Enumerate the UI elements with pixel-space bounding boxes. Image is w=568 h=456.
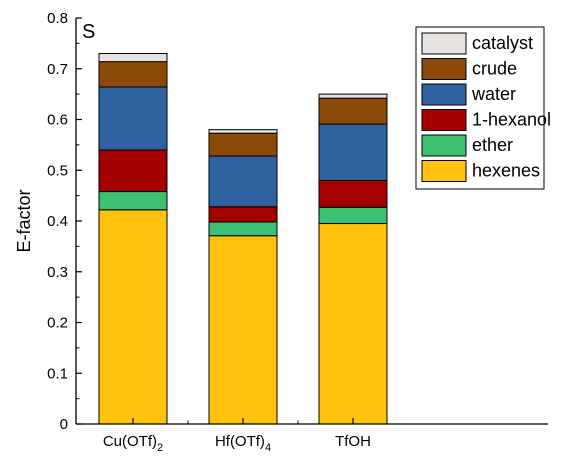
- x-tick-label: TfOH: [335, 433, 371, 450]
- panel-label: S: [82, 21, 95, 43]
- bar-segment-catalyst: [318, 93, 388, 99]
- legend-swatch: [421, 32, 467, 55]
- bar-segment-hexenes: [318, 223, 388, 425]
- bar-segment-catalyst: [98, 53, 168, 63]
- legend: catalyst crude water 1-hexanol ether hexenes: [415, 26, 551, 190]
- y-tick-label: 0.7: [47, 61, 68, 78]
- axes-layer: 0 0.1 0.2 0.3 0.4 0.5 0.6 0.7 0.8 Cu(OTf)2 Hf(OTf)…: [47, 10, 548, 454]
- bar-segment-water: [318, 123, 388, 181]
- bar-segment-ether: [208, 221, 278, 237]
- legend-label: ether: [472, 135, 513, 155]
- bar-segment-water: [98, 86, 168, 151]
- legend-swatch: [421, 134, 467, 157]
- bar-segment-crude: [98, 61, 168, 88]
- bar-segment-1-hexanol: [98, 149, 168, 193]
- legend-label: catalyst: [472, 33, 533, 53]
- legend-label: 1-hexanol: [472, 110, 551, 130]
- y-tick-label: 0.6: [47, 112, 68, 129]
- legend-swatch: [421, 109, 467, 131]
- legend-label: crude: [472, 59, 517, 79]
- bar-segment-water: [208, 155, 278, 208]
- legend-label: hexenes: [472, 161, 540, 181]
- y-tick-label: 0.8: [47, 10, 68, 27]
- legend-swatch: [421, 160, 467, 182]
- y-tick-label: 0.1: [47, 365, 68, 382]
- bars-layer: [98, 53, 388, 425]
- y-tick-label: 0: [60, 416, 68, 433]
- bar-segment-crude: [318, 97, 388, 125]
- bar-segment-hexenes: [208, 235, 278, 425]
- y-tick-label: 0.5: [47, 162, 68, 179]
- bar-segment-1-hexanol: [208, 206, 278, 223]
- bar-segment-ether: [318, 206, 388, 225]
- legend-swatch: [421, 83, 467, 106]
- bar-segment-1-hexanol: [318, 179, 388, 208]
- y-tick-label: 0.4: [47, 213, 68, 230]
- bar-segment-hexenes: [98, 209, 168, 425]
- x-tick-label: Hf(OTf)4: [215, 433, 271, 454]
- x-tick-label: Cu(OTf)2: [103, 433, 163, 454]
- y-tick-label: 0.3: [47, 264, 68, 281]
- legend-label: water: [471, 84, 516, 104]
- bar-segment-catalyst: [208, 129, 278, 134]
- y-axis-title: E-factor: [14, 189, 34, 252]
- y-tick-label: 0.2: [47, 315, 68, 332]
- bar-segment-crude: [208, 132, 278, 157]
- bar-segment-ether: [98, 191, 168, 211]
- legend-swatch: [421, 58, 467, 80]
